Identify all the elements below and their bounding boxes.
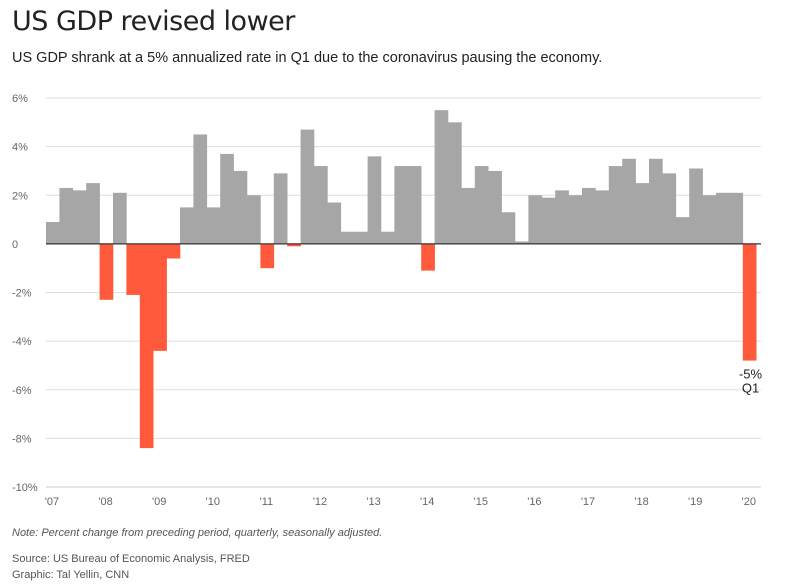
x-tick-label: '12 bbox=[313, 496, 327, 508]
bar-2007-q1 bbox=[46, 221, 60, 244]
chart-subtitle: US GDP shrank at a 5% annualized rate in… bbox=[12, 50, 603, 66]
bar-2019-q1 bbox=[689, 168, 703, 244]
zero-axis bbox=[46, 243, 761, 488]
annotations: -5%Q1 bbox=[739, 367, 763, 396]
x-tick-label: '16 bbox=[527, 496, 541, 508]
bar-2008-q3 bbox=[126, 243, 141, 295]
y-tick-label: 4% bbox=[12, 142, 28, 154]
x-tick-label: '19 bbox=[688, 496, 702, 508]
bar-2014-q1 bbox=[421, 243, 435, 271]
bar-2012-q1 bbox=[314, 166, 328, 244]
bar-2008-q1 bbox=[99, 243, 114, 300]
bar-2011-q3 bbox=[287, 243, 301, 247]
bar-2011-q2 bbox=[273, 173, 288, 244]
bar-2009-q1 bbox=[153, 243, 167, 351]
bar-2008-q2 bbox=[113, 192, 127, 244]
y-axis-tick-labels: 6% 4% 2% 0 -2% -4% -6% -8% -10% bbox=[12, 93, 38, 494]
x-tick-label: '20 bbox=[742, 496, 756, 508]
y-tick-label: 0 bbox=[12, 239, 18, 251]
bar-2017-q1 bbox=[582, 187, 596, 244]
y-tick-label: -10% bbox=[12, 482, 38, 494]
x-tick-label: '09 bbox=[152, 496, 166, 508]
bar-2007-q2 bbox=[59, 187, 74, 244]
bar-2016-q1 bbox=[528, 195, 543, 244]
bar-2013-q2 bbox=[381, 231, 395, 244]
bar-2012-q4 bbox=[354, 231, 368, 244]
bar-2011-q1 bbox=[260, 243, 275, 269]
y-tick-label: 6% bbox=[12, 93, 28, 105]
annotation-label: Q1 bbox=[742, 381, 759, 396]
bar-2010-q4 bbox=[247, 195, 261, 244]
bar-2016-q3 bbox=[555, 190, 569, 244]
bar-2010-q1 bbox=[206, 207, 221, 244]
x-tick-label: '11 bbox=[260, 496, 274, 508]
bar-2012-q3 bbox=[340, 231, 355, 244]
bar-2019-q4 bbox=[729, 192, 744, 244]
bar-2009-q3 bbox=[180, 207, 194, 244]
bar-2015-q4 bbox=[515, 241, 529, 244]
bar-2015-q1 bbox=[474, 166, 489, 244]
gdp-bar-chart: 6%4%2%0-2%-4%-6%-8%-10% '07'08'09'10'11 '… bbox=[12, 93, 763, 508]
x-tick-label: '18 bbox=[634, 496, 648, 508]
bars bbox=[46, 110, 757, 449]
bar-2010-q3 bbox=[233, 170, 248, 244]
bar-2008-q4 bbox=[139, 243, 154, 449]
bar-2018-q1 bbox=[635, 183, 650, 244]
bar-2016-q2 bbox=[541, 197, 556, 244]
chart-note: Note: Percent change from preceding peri… bbox=[12, 527, 383, 539]
bar-2011-q4 bbox=[300, 129, 315, 244]
bar-2007-q4 bbox=[86, 183, 100, 244]
y-tick-label: -8% bbox=[12, 433, 32, 445]
bar-2009-q2 bbox=[166, 243, 181, 259]
chart-credit: Graphic: Tal Yellin, CNN bbox=[12, 569, 130, 581]
bar-2013-q1 bbox=[367, 156, 382, 244]
bar-2019-q3 bbox=[716, 192, 730, 244]
bar-2018-q2 bbox=[649, 158, 663, 244]
bar-2018-q4 bbox=[675, 217, 690, 244]
x-tick-label: '14 bbox=[420, 496, 434, 508]
bar-2012-q2 bbox=[327, 202, 342, 244]
bar-2017-q2 bbox=[595, 190, 610, 244]
bar-2016-q4 bbox=[568, 195, 583, 244]
bar-2017-q3 bbox=[608, 166, 623, 244]
x-axis-tick-labels: '07 '08 '09 '10 '11 '12 '13 '14 '15 '16 '17 '18 '19 '… bbox=[45, 496, 756, 508]
bar-2014-q2 bbox=[434, 110, 449, 244]
bar-2017-q4 bbox=[622, 158, 636, 244]
bar-2013-q3 bbox=[394, 166, 409, 244]
x-tick-label: '08 bbox=[98, 496, 112, 508]
bar-2018-q3 bbox=[662, 173, 677, 244]
bar-2009-q4 bbox=[193, 134, 208, 244]
bar-2019-q2 bbox=[702, 195, 717, 244]
y-tick-label: 2% bbox=[12, 190, 28, 202]
annotation-label: -5% bbox=[739, 367, 763, 382]
bar-2014-q3 bbox=[448, 122, 462, 244]
bar-2010-q2 bbox=[220, 153, 234, 244]
chart-title: US GDP revised lower bbox=[12, 6, 295, 37]
bar-2020-q1 bbox=[742, 243, 757, 361]
bar-2007-q3 bbox=[72, 190, 87, 244]
bar-2015-q3 bbox=[501, 212, 516, 244]
x-tick-label: '07 bbox=[45, 496, 59, 508]
y-tick-label: -4% bbox=[12, 336, 32, 348]
x-tick-label: '15 bbox=[474, 496, 488, 508]
y-tick-label: -2% bbox=[12, 288, 32, 300]
x-tick-label: '10 bbox=[206, 496, 220, 508]
x-tick-label: '17 bbox=[581, 496, 595, 508]
bar-2013-q4 bbox=[407, 166, 422, 244]
bar-2015-q2 bbox=[488, 170, 502, 244]
x-tick-label: '13 bbox=[366, 496, 380, 508]
chart-source: Source: US Bureau of Economic Analysis, … bbox=[12, 553, 250, 565]
bar-2014-q4 bbox=[461, 187, 476, 244]
y-tick-label: -6% bbox=[12, 385, 32, 397]
